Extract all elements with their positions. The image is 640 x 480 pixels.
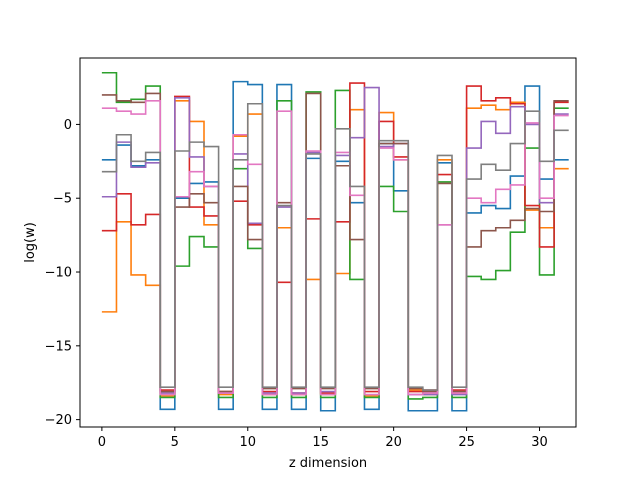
y-tick-label: −5 <box>53 192 72 207</box>
series-line-8 <box>101 102 569 391</box>
y-tick-label: −20 <box>45 413 72 428</box>
y-axis-label: log(w) <box>23 222 38 263</box>
x-tick-label: 5 <box>171 435 179 450</box>
y-tick-label: −10 <box>45 266 72 281</box>
x-tick-label: 0 <box>98 435 106 450</box>
axes-frame <box>79 57 577 428</box>
series-line-1 <box>101 80 569 412</box>
series-layer <box>101 71 569 412</box>
x-tick-label: 20 <box>385 435 402 450</box>
x-tick-label: 30 <box>531 435 548 450</box>
x-tick-label: 25 <box>458 435 475 450</box>
x-axis-ticks: 0 5 10 15 20 25 30 <box>98 427 548 450</box>
y-tick-label: 0 <box>64 118 72 133</box>
x-tick-label: 10 <box>239 435 256 450</box>
y-axis-ticks: 0 −5 −10 −15 −20 <box>45 118 80 428</box>
x-axis-label: z dimension <box>289 456 367 471</box>
y-tick-label: −15 <box>45 339 72 354</box>
x-tick-label: 15 <box>312 435 329 450</box>
